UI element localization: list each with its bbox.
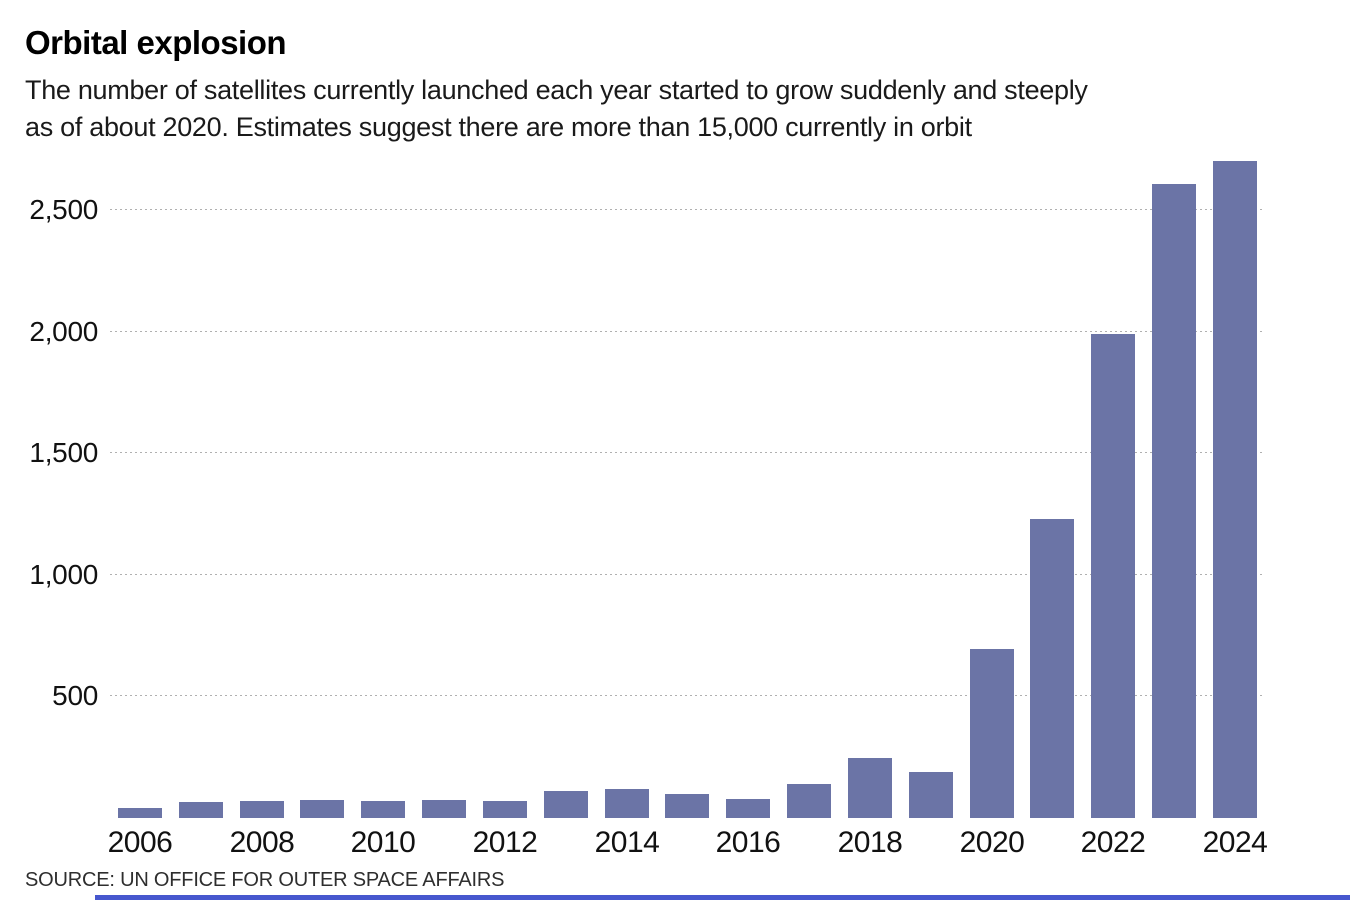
x-axis-tick-2010: 2010 bbox=[350, 826, 416, 859]
x-axis-tick-2008: 2008 bbox=[229, 826, 295, 859]
bar-2012 bbox=[483, 801, 527, 818]
gridline-2500 bbox=[110, 209, 1262, 211]
bottom-accent-bar bbox=[95, 895, 1350, 900]
bar-2011 bbox=[422, 800, 466, 818]
subtitle-line-1: The number of satellites currently launc… bbox=[25, 75, 1088, 105]
bar-2014 bbox=[605, 789, 649, 818]
bar-2009 bbox=[300, 800, 344, 818]
y-axis-tick-1500: 1,500 bbox=[29, 437, 98, 469]
bar-2023 bbox=[1152, 184, 1196, 818]
bar-2015 bbox=[665, 794, 709, 818]
x-axis-tick-2020: 2020 bbox=[959, 826, 1025, 859]
chart-subtitle: The number of satellites currently launc… bbox=[25, 72, 1088, 146]
bar-2022 bbox=[1091, 334, 1135, 818]
y-axis-tick-500: 500 bbox=[52, 680, 98, 712]
subtitle-line-2: as of about 2020. Estimates suggest ther… bbox=[25, 112, 972, 142]
x-axis-tick-2018: 2018 bbox=[837, 826, 903, 859]
x-axis-tick-2022: 2022 bbox=[1080, 826, 1146, 859]
bar-2021 bbox=[1030, 519, 1074, 818]
y-axis-tick-1000: 1,000 bbox=[29, 558, 98, 590]
bar-2024 bbox=[1213, 161, 1257, 818]
x-axis-tick-2016: 2016 bbox=[715, 826, 781, 859]
x-axis-tick-2006: 2006 bbox=[107, 826, 173, 859]
bar-2007 bbox=[179, 802, 223, 818]
bar-2008 bbox=[240, 801, 284, 818]
gridline-1500 bbox=[110, 452, 1262, 455]
gridline-2000 bbox=[110, 330, 1262, 333]
y-axis-tick-2500: 2,500 bbox=[29, 194, 98, 225]
bar-2006 bbox=[118, 808, 162, 818]
bar-2017 bbox=[787, 784, 831, 818]
y-axis-tick-2000: 2,000 bbox=[29, 315, 98, 347]
x-axis-tick-2024: 2024 bbox=[1202, 826, 1268, 859]
gridline-500 bbox=[110, 695, 1262, 698]
bar-2019 bbox=[909, 772, 953, 818]
source-note: SOURCE: UN OFFICE FOR OUTER SPACE AFFAIR… bbox=[25, 869, 505, 891]
x-axis-tick-2014: 2014 bbox=[594, 826, 660, 859]
gridline-1000 bbox=[110, 573, 1262, 576]
x-axis-tick-2012: 2012 bbox=[472, 826, 538, 859]
chart-title: Orbital explosion bbox=[25, 24, 287, 61]
bar-2018 bbox=[848, 758, 892, 818]
bar-2016 bbox=[726, 799, 770, 818]
bar-2020 bbox=[970, 649, 1014, 818]
bar-2010 bbox=[361, 801, 405, 818]
bar-2013 bbox=[544, 791, 588, 818]
